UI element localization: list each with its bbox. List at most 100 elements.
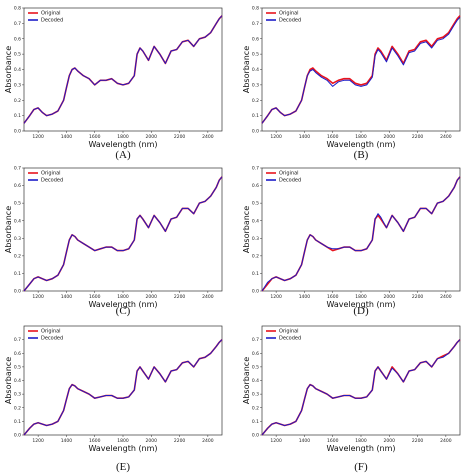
y-tick-label: 0.5 [252,364,259,370]
panel-a: 1200 1400 1600 1800 2000 2200 2400 0.0 0.1 0.2 0.3… [4,6,223,161]
x-tick-label: 1200 [32,438,44,444]
legend-label-original: Original [41,171,61,177]
legend-label-decoded: Decoded [41,178,63,184]
panel-caption: (F) [354,461,368,473]
x-tick-label: 2200 [412,438,424,444]
plot-frame [261,167,461,292]
panel-caption: (C) [116,305,131,317]
plot-frame [23,7,223,132]
y-tick-label: 0.4 [14,218,21,224]
x-tick-label: 1200 [270,438,282,444]
panel-caption: (D) [353,305,369,317]
legend-label-decoded: Decoded [41,336,63,342]
legend-label-decoded: Decoded [279,336,301,342]
y-tick-label: 0.0 [252,129,259,135]
y-tick-label: 0.1 [14,271,21,277]
x-tick-label: 1800 [355,438,367,444]
y-tick-label: 0.6 [252,36,259,42]
y-tick-label: 0.1 [252,271,259,277]
legend-label-original: Original [279,171,299,177]
y-axis-label: Absorbance [4,206,13,253]
series-line-decoded [23,176,223,292]
x-tick-label: 1400 [61,134,73,140]
series-line-decoded [261,339,461,436]
x-tick-label: 2000 [384,134,396,140]
y-tick-label: 0.8 [14,6,21,12]
x-tick-label: 1600 [89,134,101,140]
y-tick-label: 0.2 [14,405,21,411]
y-tick-label: 0.6 [14,183,21,189]
y-tick-label: 0.4 [252,218,259,224]
y-tick-label: 0.0 [252,433,259,439]
y-tick-label: 0.1 [252,113,259,119]
x-tick-label: 2000 [146,438,158,444]
y-tick-label: 0.4 [252,378,259,384]
y-tick-label: 0.4 [14,67,21,73]
panel-d: 1200 1400 1600 1800 2000 2200 2400 0.0 0.1 0.2 0.3… [242,166,461,317]
y-tick-label: 0.1 [252,419,259,425]
legend-label-original: Original [279,11,299,17]
y-tick-label: 0.5 [14,52,21,58]
x-tick-label: 1200 [32,134,44,140]
plot-frame [23,325,223,436]
legend-label-original: Original [41,329,61,335]
y-tick-label: 0.2 [14,253,21,259]
panel-f: 1200 1400 1600 1800 2000 2200 2400 0.0 0.1 0.2 0.3… [242,325,461,473]
y-tick-label: 0.7 [252,337,259,343]
legend-label-decoded: Decoded [279,178,301,184]
y-tick-label: 0.7 [14,21,21,27]
legend-label-original: Original [41,11,61,17]
x-tick-label: 2400 [202,438,214,444]
y-axis-label: Absorbance [4,357,13,404]
y-tick-label: 0.8 [252,6,259,12]
x-axis-label: Wavelength (nm) [326,300,395,309]
plot-frame [261,7,461,132]
x-tick-label: 2000 [146,134,158,140]
y-tick-label: 0.1 [14,419,21,425]
y-axis-label: Absorbance [242,357,251,404]
legend-label-decoded: Decoded [41,18,63,24]
y-axis-label: Absorbance [242,46,251,93]
y-tick-label: 0.0 [14,129,21,135]
x-tick-label: 1600 [327,294,339,300]
plot-frame [261,325,461,436]
legend-label-original: Original [279,329,299,335]
x-tick-label: 1400 [61,294,73,300]
x-tick-label: 1800 [117,134,129,140]
x-tick-label: 1200 [32,294,44,300]
y-tick-label: 0.7 [252,21,259,27]
x-tick-label: 2000 [384,294,396,300]
plot-frame [23,167,223,292]
series-line-decoded [261,16,461,124]
y-tick-label: 0.3 [14,392,21,398]
series-line-decoded [23,15,223,124]
x-tick-label: 1600 [327,134,339,140]
y-tick-label: 0.2 [14,98,21,104]
y-tick-label: 0.7 [14,166,21,172]
y-tick-label: 0.4 [14,378,21,384]
x-axis-label: Wavelength (nm) [88,444,157,453]
series-line-decoded [23,339,223,436]
x-tick-label: 2000 [384,438,396,444]
x-axis-label: Wavelength (nm) [326,140,395,149]
panel-caption: (A) [115,149,131,161]
x-tick-label: 2200 [174,134,186,140]
panel-b: 1200 1400 1600 1800 2000 2200 2400 0.0 0.1 0.2 0.3… [242,6,461,161]
y-tick-label: 0.6 [252,183,259,189]
y-tick-label: 0.7 [252,166,259,172]
x-tick-label: 1600 [89,438,101,444]
x-tick-label: 1800 [117,294,129,300]
x-tick-label: 1200 [270,134,282,140]
y-axis-label: Absorbance [4,46,13,93]
y-tick-label: 0.3 [252,82,259,88]
x-tick-label: 1600 [89,294,101,300]
x-tick-label: 2200 [412,134,424,140]
x-tick-label: 2400 [440,294,452,300]
y-tick-label: 0.5 [252,201,259,207]
y-tick-label: 0.5 [14,364,21,370]
y-tick-label: 0.3 [252,392,259,398]
y-tick-label: 0.7 [14,337,21,343]
x-tick-label: 1200 [270,294,282,300]
panel-caption: (E) [116,461,130,473]
